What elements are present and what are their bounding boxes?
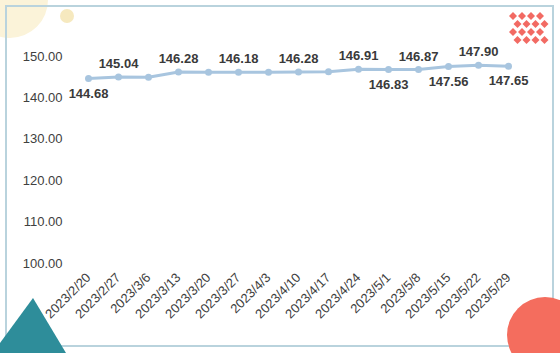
svg-text:120.00: 120.00 [23,173,63,188]
svg-text:2023/4/3: 2023/4/3 [227,269,274,317]
svg-text:145.04: 145.04 [99,56,140,71]
svg-text:2023/3/20: 2023/3/20 [162,269,214,322]
svg-text:2023/4/17: 2023/4/17 [282,269,334,322]
svg-text:144.68: 144.68 [69,86,109,101]
svg-text:100.00: 100.00 [23,256,63,271]
svg-text:2023/2/20: 2023/2/20 [42,269,94,322]
svg-text:110.00: 110.00 [24,214,63,229]
svg-text:2023/5/15: 2023/5/15 [402,269,454,322]
svg-text:2023/4/10: 2023/4/10 [252,269,304,322]
svg-text:147.90: 147.90 [459,44,499,59]
svg-text:140.00: 140.00 [23,90,63,105]
svg-text:2023/3/27: 2023/3/27 [192,269,244,322]
svg-text:2023/5/1: 2023/5/1 [347,269,394,317]
svg-text:2023/4/24: 2023/4/24 [312,269,364,322]
svg-text:2023/5/22: 2023/5/22 [432,269,484,322]
svg-text:2023/5/8: 2023/5/8 [377,269,424,317]
svg-text:146.28: 146.28 [279,51,319,66]
svg-text:146.28: 146.28 [159,51,199,66]
svg-text:146.91: 146.91 [339,48,379,63]
svg-text:2023/3/6: 2023/3/6 [107,269,154,317]
svg-text:146.83: 146.83 [369,77,409,92]
svg-text:146.18: 146.18 [219,51,259,66]
svg-text:147.65: 147.65 [489,73,529,88]
svg-text:2023/5/29: 2023/5/29 [462,270,514,322]
svg-text:130.00: 130.00 [23,131,63,146]
svg-text:2023/3/13: 2023/3/13 [132,269,184,322]
svg-text:150.00: 150.00 [23,49,63,64]
svg-text:146.87: 146.87 [399,49,439,64]
svg-text:147.56: 147.56 [429,74,469,89]
svg-text:2023/2/27: 2023/2/27 [72,269,124,322]
